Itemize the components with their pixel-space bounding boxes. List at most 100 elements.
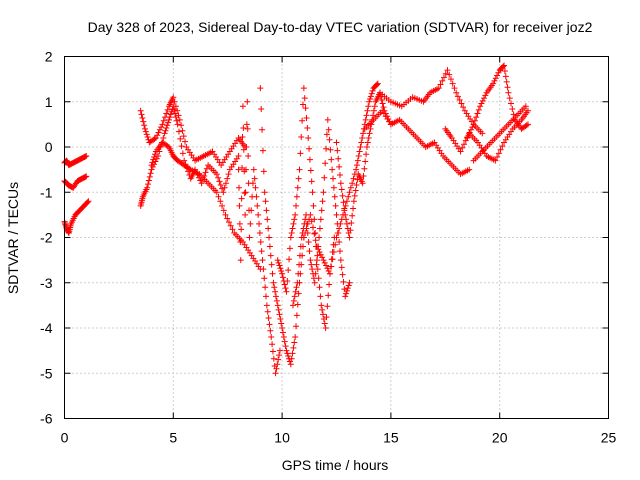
- data-point: [524, 107, 531, 114]
- data-point: [312, 237, 319, 244]
- data-point: [368, 90, 375, 97]
- data-point: [276, 262, 283, 269]
- data-point: [155, 129, 162, 136]
- y-tick-label: -3: [40, 275, 53, 291]
- data-point: [360, 172, 367, 179]
- data-point: [334, 147, 341, 154]
- data-point: [490, 80, 497, 87]
- x-tick-label: 5: [169, 430, 177, 446]
- data-point: [268, 261, 275, 268]
- data-point: [330, 184, 337, 191]
- data-point: [323, 262, 330, 269]
- data-point: [175, 112, 182, 119]
- data-point: [213, 189, 220, 196]
- data-point: [154, 132, 161, 139]
- data-point: [300, 85, 307, 92]
- x-axis-label: GPS time / hours: [282, 457, 389, 473]
- data-point: [349, 212, 356, 219]
- data-point: [156, 126, 163, 133]
- data-point: [141, 122, 148, 129]
- data-point: [292, 211, 299, 218]
- data-point: [276, 311, 283, 318]
- data-point: [269, 270, 276, 277]
- data-point: [290, 344, 297, 351]
- data-point: [353, 162, 360, 169]
- data-point: [278, 267, 285, 274]
- data-point: [333, 234, 340, 241]
- data-point: [346, 189, 353, 196]
- data-point: [172, 103, 179, 110]
- data-point: [285, 267, 292, 274]
- data-point: [294, 279, 301, 286]
- data-point: [349, 180, 356, 187]
- data-point: [350, 175, 357, 182]
- data-point: [309, 224, 316, 231]
- series-sat_a: [61, 153, 90, 169]
- data-point: [252, 184, 259, 191]
- data-point: [197, 177, 204, 184]
- data-point: [353, 166, 360, 173]
- data-point: [236, 184, 243, 191]
- data-point: [343, 287, 350, 294]
- data-point: [250, 166, 257, 173]
- data-point: [447, 76, 454, 83]
- data-point: [366, 98, 373, 105]
- data-point: [336, 225, 343, 232]
- data-point: [281, 281, 288, 288]
- data-point: [224, 215, 231, 222]
- data-point: [177, 135, 184, 142]
- data-point: [333, 139, 340, 146]
- data-point: [180, 133, 187, 140]
- data-point: [340, 278, 347, 285]
- data-point: [280, 334, 287, 341]
- data-point: [289, 350, 296, 357]
- data-point: [462, 137, 469, 144]
- data-point: [264, 216, 271, 223]
- data-point: [296, 166, 303, 173]
- data-point: [219, 202, 226, 209]
- data-point: [284, 277, 291, 284]
- data-point: [352, 187, 359, 194]
- data-point: [465, 132, 472, 139]
- data-point: [253, 193, 260, 200]
- data-point: [316, 225, 323, 232]
- data-point: [342, 211, 349, 218]
- data-point: [346, 279, 353, 286]
- data-point: [380, 104, 387, 111]
- data-point: [278, 320, 285, 327]
- data-point: [263, 207, 270, 214]
- data-point: [289, 225, 296, 232]
- data-point: [296, 261, 303, 268]
- data-point: [159, 121, 166, 128]
- data-point: [262, 284, 269, 291]
- data-point: [167, 111, 174, 118]
- data-point: [378, 96, 385, 103]
- data-point: [275, 259, 282, 266]
- data-point: [330, 175, 337, 182]
- data-point: [274, 302, 281, 309]
- data-point: [365, 134, 372, 141]
- data-points: [61, 62, 531, 377]
- data-point: [299, 101, 306, 108]
- data-point: [466, 129, 473, 136]
- data-point: [83, 173, 90, 180]
- data-point: [314, 266, 321, 273]
- data-point: [312, 270, 319, 277]
- data-point: [286, 256, 293, 263]
- data-point: [295, 270, 302, 277]
- data-point: [235, 166, 242, 173]
- data-point: [243, 144, 250, 150]
- data-point: [165, 116, 172, 123]
- data-point: [242, 211, 249, 218]
- data-point: [325, 292, 332, 299]
- data-point: [509, 105, 516, 112]
- data-point: [337, 257, 344, 264]
- data-point: [283, 347, 290, 354]
- data-point: [288, 229, 295, 236]
- y-tick-labels: -6 -5 -4 -3 -2 -1 0 1 2: [40, 49, 53, 427]
- x-tick-label: 15: [383, 430, 399, 446]
- data-point: [321, 259, 328, 266]
- data-point: [343, 290, 350, 297]
- data-point: [479, 130, 486, 137]
- data-point: [320, 257, 327, 264]
